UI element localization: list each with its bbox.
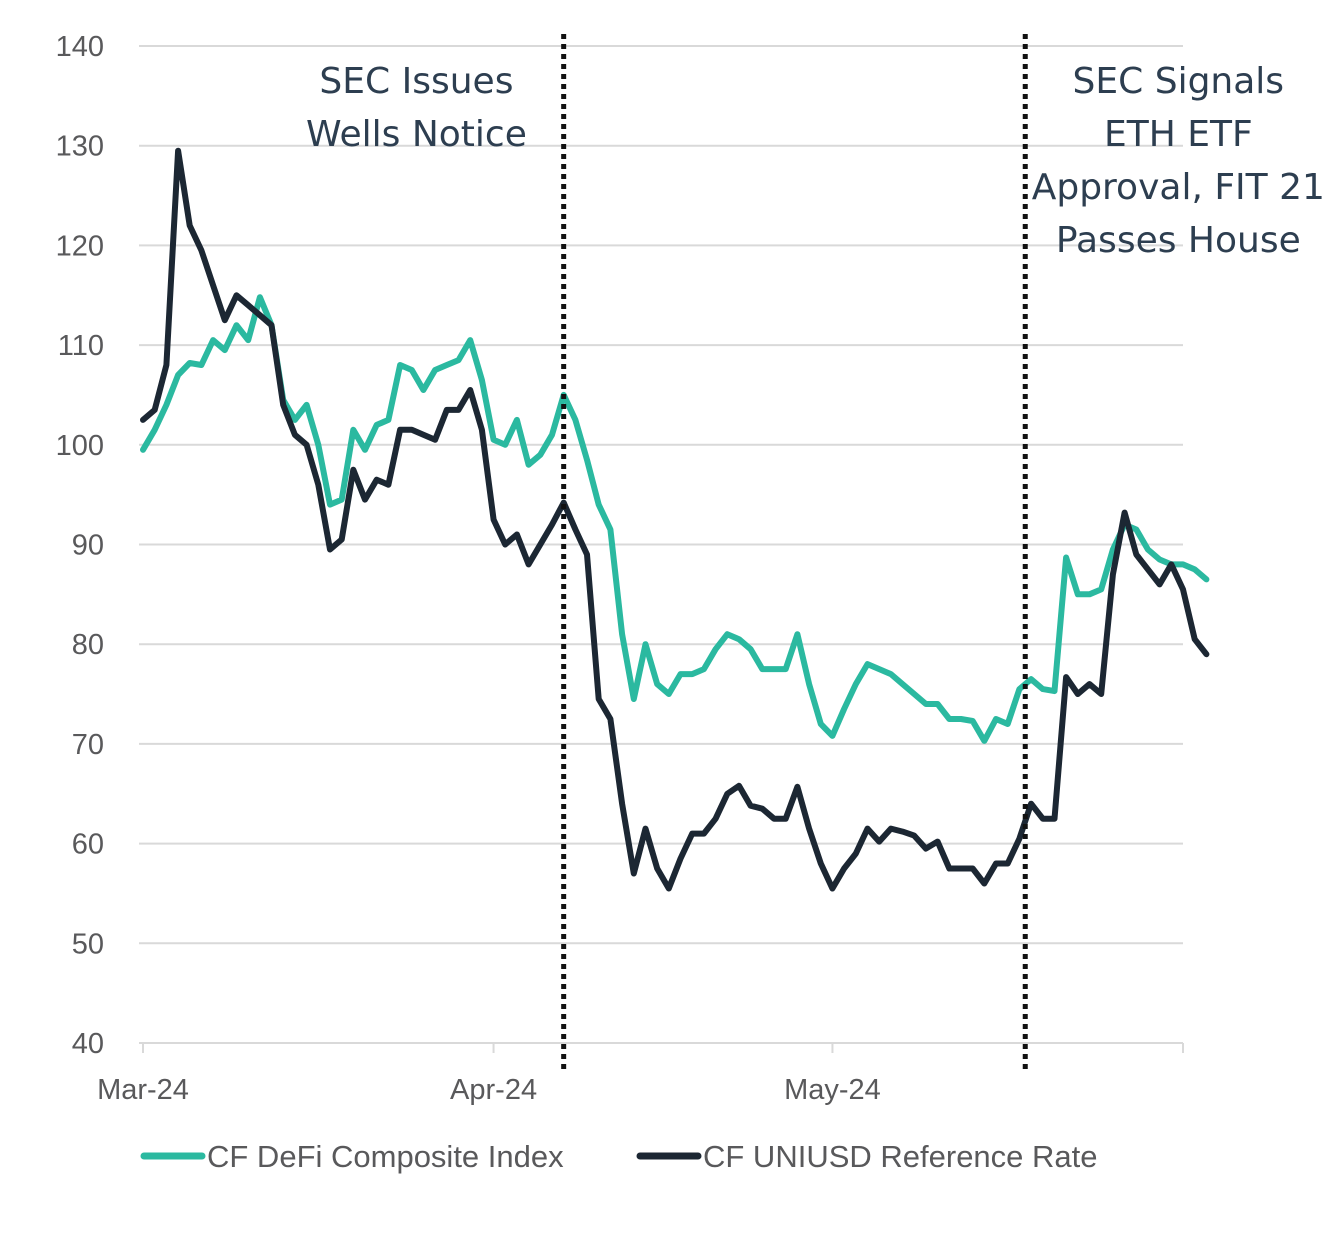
y-tick-label-80: 80	[72, 629, 104, 661]
event-annotation-2-line-3: Approval, FIT 21	[1032, 167, 1325, 208]
event-annotation-2-line-4: Passes House	[1056, 220, 1301, 261]
x-tick-label-may-24: May-24	[784, 1074, 881, 1106]
y-tick-label-90: 90	[72, 530, 104, 562]
gridlines	[139, 45, 1183, 945]
event-annotation-2-line-2: ETH ETF	[1104, 114, 1253, 155]
y-tick-label-50: 50	[72, 928, 104, 960]
event-annotation-1-line-1: SEC Issues	[319, 61, 513, 102]
y-tick-label-130: 130	[56, 131, 104, 163]
event-markers: SEC Issues Wells Notice SEC Signals ETH ETF…	[306, 34, 1325, 1070]
legend: CF DeFi Composite Index CF UNIUSD Referen…	[140, 1139, 1098, 1174]
y-tick-label-140: 140	[56, 31, 104, 63]
event-annotation-2-line-1: SEC Signals	[1073, 61, 1285, 102]
x-axis: Mar-24 Apr-24 May-24	[97, 1042, 1184, 1106]
y-tick-label-40: 40	[72, 1028, 104, 1060]
y-axis-tick-labels: 40 50 60 70 80 90 100 110 120 130 140	[56, 31, 104, 1060]
y-tick-label-70: 70	[72, 729, 104, 761]
y-tick-label-110: 110	[58, 330, 104, 362]
series-line-defi-composite	[140, 294, 1210, 744]
y-tick-label-120: 120	[56, 230, 104, 262]
event-annotation-1-line-2: Wells Notice	[306, 114, 527, 155]
legend-label-uniusd-reference: CF UNIUSD Reference Rate	[703, 1139, 1098, 1174]
legend-label-defi-composite: CF DeFi Composite Index	[207, 1139, 564, 1174]
series-lines	[140, 147, 1210, 892]
y-tick-label-60: 60	[72, 829, 104, 861]
y-tick-label-100: 100	[56, 430, 104, 462]
x-tick-label-mar-24: Mar-24	[97, 1074, 189, 1106]
series-line-uniusd-reference	[140, 147, 1210, 892]
x-tick-label-apr-24: Apr-24	[450, 1074, 537, 1106]
